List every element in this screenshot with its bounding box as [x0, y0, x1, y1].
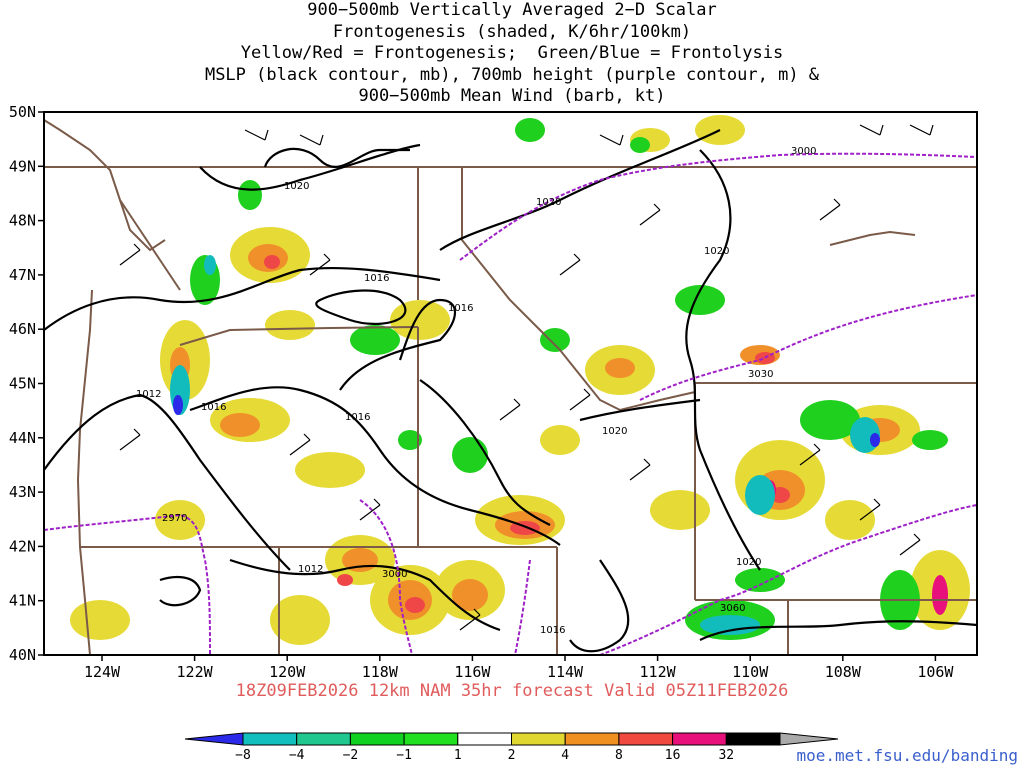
colorbar-tick-label: −2 [343, 748, 359, 763]
lon-label: 120W [269, 663, 306, 681]
lon-label: 118W [362, 663, 399, 681]
colorbar-tick-label: 32 [718, 748, 734, 763]
colorbar-segment [672, 732, 727, 746]
pressure-labels: 1020 1020 1020 1016 1016 1012 1016 1016 … [136, 181, 761, 636]
colorbar-segment [349, 732, 405, 746]
colorbar-segment [725, 732, 781, 746]
colorbar-segment [403, 732, 459, 746]
colorbar-arrow-right [779, 732, 839, 746]
lon-label: 112W [640, 663, 677, 681]
pressure-label: 1016 [540, 625, 565, 636]
lat-label: 41N [9, 592, 36, 610]
map-title: 900−500mb Vertically Averaged 2−D Scalar… [0, 0, 1024, 108]
lon-label: 108W [825, 663, 862, 681]
colorbar-segment [564, 732, 620, 746]
colorbar-segment [511, 732, 566, 746]
colorbar-segment [296, 732, 351, 746]
pressure-label: 1016 [364, 273, 389, 284]
pressure-label: 1012 [298, 564, 323, 575]
lat-label: 43N [9, 483, 36, 501]
pressure-label: 1020 [602, 426, 627, 437]
colorbar-tick-label: 1 [454, 748, 462, 763]
colorbar-segment [242, 732, 298, 746]
height-label: 3030 [748, 369, 773, 380]
title-line-4: MSLP (black contour, mb), 700mb height (… [204, 64, 820, 85]
forecast-valid-time: 18Z09FEB2026 12km NAM 35hr forecast Vali… [235, 681, 789, 701]
pressure-label: 1020 [536, 197, 561, 208]
source-credit: moe.met.fsu.edu/banding [796, 746, 1018, 765]
lon-label: 124W [84, 663, 121, 681]
lon-label: 116W [454, 663, 491, 681]
wind-barbs [119, 124, 934, 631]
height-label: 2970 [162, 513, 187, 524]
height-label: 3060 [720, 603, 745, 614]
colorbar-tick-label: −1 [396, 748, 412, 763]
colorbar-segment [618, 732, 674, 746]
lon-label: 110W [732, 663, 769, 681]
height-label: 3000 [382, 569, 407, 580]
pressure-label: 1016 [345, 412, 370, 423]
pressure-label: 1020 [704, 246, 729, 257]
pressure-label: 1020 [736, 557, 761, 568]
colorbar-tick-label: 8 [615, 748, 623, 763]
pressure-label: 1020 [284, 181, 309, 192]
colorbar-tick-label: 2 [508, 748, 516, 763]
height-labels: 3000 3030 2970 3000 3060 [162, 146, 816, 614]
pressure-label: 1012 [136, 389, 161, 400]
frontogenesis-shading [70, 115, 970, 645]
colorbar-tick-label: 16 [665, 748, 681, 763]
colorbar-tick-label: 4 [561, 748, 569, 763]
latitude-axis: 50N 49N 48N 47N 46N 45N 44N 43N 42N 41N 40N [9, 103, 44, 664]
lat-label: 42N [9, 537, 36, 555]
height-contours [43, 152, 978, 656]
colorbar-tick-label: −8 [235, 748, 251, 763]
lat-label: 40N [9, 646, 36, 664]
title-line-2: Frontogenesis (shaded, K/6hr/100km) [332, 21, 692, 42]
lon-label: 106W [917, 663, 954, 681]
lat-label: 50N [9, 103, 36, 121]
lat-label: 44N [9, 429, 36, 447]
colorbar: −8 −4 −2 −1 1 2 4 8 16 32 [184, 732, 839, 763]
lat-label: 46N [9, 320, 36, 338]
coastline [43, 119, 916, 656]
longitude-axis: 124W 122W 120W 118W 116W 114W 112W 110W 108W 106W [84, 655, 954, 681]
colorbar-tick-label: −4 [289, 748, 305, 763]
mslp-contours [43, 129, 978, 653]
lat-label: 45N [9, 375, 36, 393]
lat-label: 48N [9, 212, 36, 230]
colorbar-segment [457, 732, 512, 746]
lat-label: 49N [9, 157, 36, 175]
pressure-label: 1016 [448, 303, 473, 314]
title-line-1: 900−500mb Vertically Averaged 2−D Scalar [307, 0, 717, 20]
lon-label: 114W [547, 663, 584, 681]
title-line-3: Yellow/Red = Frontogenesis; Green/Blue =… [240, 43, 784, 63]
state-borders [44, 166, 977, 655]
title-line-5: 900−500mb Mean Wind (barb, kt) [358, 86, 666, 106]
lat-label: 47N [9, 266, 36, 284]
pressure-label: 1016 [201, 402, 226, 413]
lon-label: 122W [177, 663, 214, 681]
colorbar-arrow-left [184, 732, 244, 746]
height-label: 3000 [791, 146, 816, 157]
